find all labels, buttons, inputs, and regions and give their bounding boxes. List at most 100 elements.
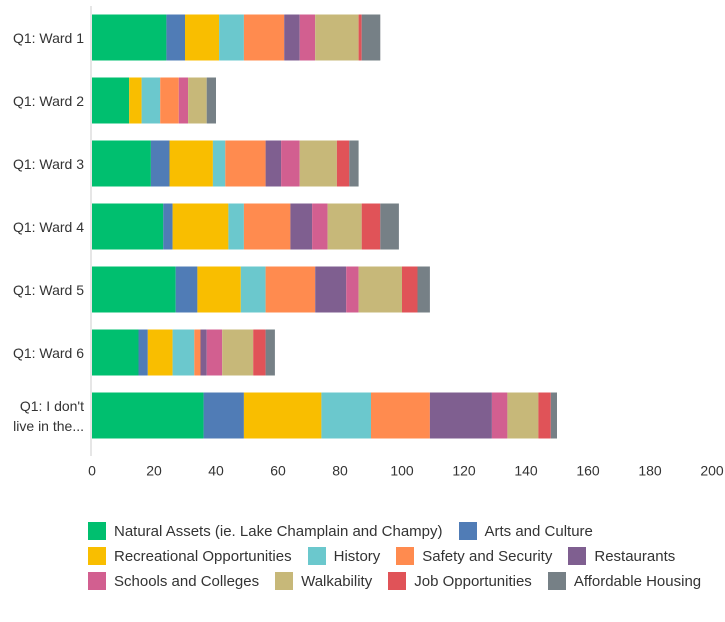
bar-segment [92,329,139,376]
y-tick-label: Q1: Ward 1 [12,29,84,46]
plot: 0 20 40 60 80 100 120 140 160 180 200 [88,6,724,479]
bar-segment [188,77,207,124]
legend-item: History [307,546,381,566]
legend-label: Schools and Colleges [114,572,260,590]
legend-item: Schools and Colleges [88,571,259,591]
legend-label: Job Opportunities [414,572,532,590]
y-tick-label: Q1: Ward 6 [12,344,84,361]
bar-segment [169,140,213,187]
bar-segment [429,392,492,439]
bar-segment [175,266,198,313]
x-tick-label: 160 [576,463,600,479]
bar-segment [336,140,350,187]
bar-segment [172,203,229,250]
bar-segment [315,14,359,61]
bar-segment [194,329,201,376]
bar-segment [212,140,226,187]
legend-label: Walkability [301,572,373,590]
bar-segment [284,14,300,61]
bar-segment [281,140,300,187]
bar-segment [327,203,362,250]
bar-segment [222,329,254,376]
legend-item: Natural Assets (ie. Lake Champlain and C… [88,521,443,541]
legend-item: Restaurants [568,546,675,566]
legend-label: Recreational Opportunities [114,547,292,565]
bar-segment [417,266,430,313]
bar-segment [299,140,337,187]
bar-segment [402,266,418,313]
y-tick-label: Q1: Ward 2 [12,92,84,109]
x-tick-label: 100 [390,463,414,479]
legend-item: Arts and Culture [458,521,593,541]
legend-swatch [275,572,294,590]
bar-segment [265,329,275,376]
y-tick-label: Q1: I don't live in the... [13,397,84,434]
bar-segment [243,203,291,250]
legend-swatch [568,547,587,565]
bar-segment [92,203,164,250]
y-tick-label: Q1: Ward 4 [12,218,84,235]
bar-segment [150,140,170,187]
bar-segment [358,14,362,61]
bar-segment [92,266,176,313]
bar-segment [550,392,557,439]
legend-label: History [333,547,381,565]
bar-segment [371,392,430,439]
legend-label: Restaurants [594,547,676,565]
y-tick-label: Q1: Ward 5 [12,281,84,298]
x-tick-label: 60 [270,463,286,479]
legend-swatch [396,547,415,565]
bar-segment [141,77,161,124]
legend-swatch [458,522,477,540]
legend-swatch [88,547,106,565]
legend-label: Arts and Culture [484,522,593,540]
bar-segment [203,392,244,439]
bar-segment [321,392,371,439]
bar-segment [265,266,316,313]
bar-segment [243,392,322,439]
legend-swatch [88,522,106,540]
legend: Natural Assets (ie. Lake Champlain and C… [88,521,724,591]
bar-segment [92,14,167,61]
bar-segment [507,392,539,439]
legend-item: Affordable Housing [547,571,702,591]
legend-label: Safety and Security [422,547,553,565]
bar-segment [185,14,220,61]
legend-item: Walkability [275,571,372,591]
bar-segment [129,77,142,124]
legend-swatch [388,572,407,590]
bar-segment [228,203,244,250]
bar-segment [206,77,216,124]
bar-segment [361,203,381,250]
bar-segment [358,266,402,313]
x-tick-label: 0 [88,463,96,479]
x-tick-label: 80 [332,463,348,479]
bar-segment [178,77,189,124]
legend-label: Natural Assets (ie. Lake Champlain and C… [114,522,443,540]
bar-segment [92,77,130,124]
x-tick-label: 20 [146,463,162,479]
bar-segment [346,266,359,313]
legend-label: Affordable Housing [573,572,702,590]
bar-segment [206,329,223,376]
bar-segment [172,329,195,376]
bar-segment [312,203,328,250]
legend-swatch [88,572,106,590]
legend-item: Safety and Security [396,546,552,566]
bar-segment [243,14,285,61]
legend-swatch [547,572,566,590]
bar-segment [225,140,266,187]
bar-segment [538,392,551,439]
legend-item: Recreational Opportunities [88,546,292,566]
x-tick-label: 140 [514,463,538,479]
bar-segment [163,203,173,250]
legend-item: Job Opportunities [388,571,532,591]
bar-segment [253,329,266,376]
x-tick-label: 40 [208,463,224,479]
bar-segment [138,329,148,376]
bar-segment [299,14,316,61]
bar-segment [349,140,359,187]
bar-segment [265,140,282,187]
bar-segment [290,203,313,250]
x-tick-label: 120 [452,463,476,479]
